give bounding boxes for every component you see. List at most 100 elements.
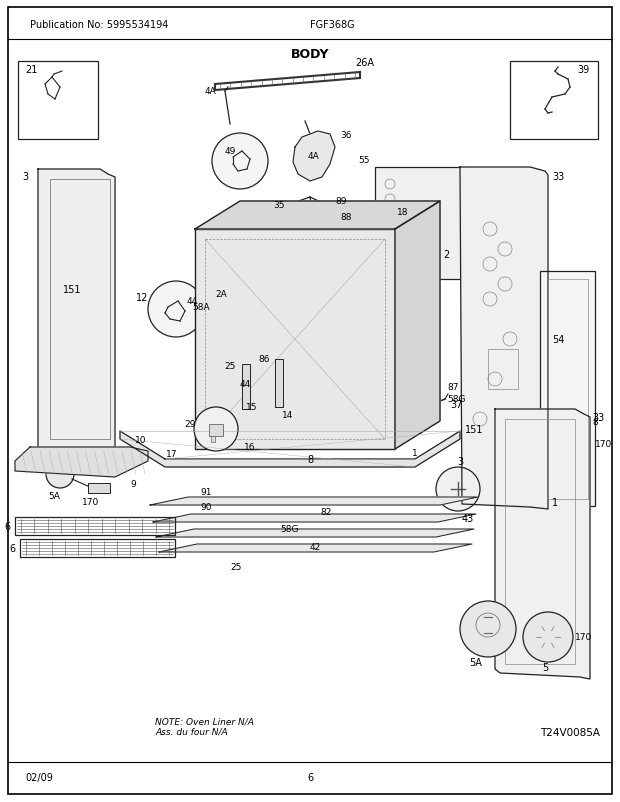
Bar xyxy=(205,274,213,294)
Text: 8: 8 xyxy=(307,455,313,464)
Bar xyxy=(505,419,575,664)
Text: 8: 8 xyxy=(592,418,598,427)
Bar xyxy=(540,272,595,506)
Text: 18: 18 xyxy=(397,208,409,217)
Text: 82: 82 xyxy=(320,508,331,516)
Text: BODY: BODY xyxy=(291,48,329,61)
Bar xyxy=(242,365,250,410)
Bar xyxy=(18,62,98,140)
Text: 4A: 4A xyxy=(204,87,216,96)
Text: 42: 42 xyxy=(310,543,321,552)
Text: 10: 10 xyxy=(135,435,146,444)
Text: 16: 16 xyxy=(244,443,255,452)
Bar xyxy=(375,168,473,280)
Text: 33: 33 xyxy=(552,172,564,182)
Text: 55: 55 xyxy=(358,156,370,164)
Text: 54: 54 xyxy=(552,334,564,345)
Text: 25: 25 xyxy=(224,362,236,371)
Polygon shape xyxy=(495,410,590,679)
Polygon shape xyxy=(159,545,472,553)
Polygon shape xyxy=(460,168,548,509)
Text: 9: 9 xyxy=(130,480,136,488)
Circle shape xyxy=(46,460,74,488)
Bar xyxy=(275,359,283,407)
Text: 25: 25 xyxy=(230,563,241,572)
Text: 33: 33 xyxy=(592,412,604,423)
Text: 14: 14 xyxy=(282,411,293,420)
Text: 58A: 58A xyxy=(192,303,210,312)
Text: 2A: 2A xyxy=(215,290,227,298)
Text: 44: 44 xyxy=(187,297,198,306)
Text: 4A: 4A xyxy=(308,152,320,160)
Text: 3: 3 xyxy=(22,172,28,182)
Text: 36: 36 xyxy=(340,131,352,140)
Text: 44: 44 xyxy=(240,380,251,389)
Circle shape xyxy=(194,407,238,452)
Text: 6: 6 xyxy=(307,772,313,782)
Text: 17: 17 xyxy=(166,449,178,459)
Text: 170: 170 xyxy=(82,497,99,506)
Text: 88: 88 xyxy=(340,213,352,222)
Text: 170: 170 xyxy=(575,633,592,642)
Text: 5A: 5A xyxy=(48,492,60,500)
Text: 5A: 5A xyxy=(469,657,482,667)
Bar xyxy=(510,62,598,140)
Text: 43: 43 xyxy=(462,513,474,524)
Text: 58G: 58G xyxy=(447,395,466,404)
Text: 86: 86 xyxy=(259,354,270,363)
Text: 87: 87 xyxy=(447,383,459,392)
Polygon shape xyxy=(15,448,148,477)
Polygon shape xyxy=(395,202,440,449)
Text: 12: 12 xyxy=(136,293,148,302)
Text: 02/09: 02/09 xyxy=(25,772,53,782)
Polygon shape xyxy=(293,132,335,182)
Text: Publication No: 5995534194: Publication No: 5995534194 xyxy=(30,20,169,30)
Text: 1: 1 xyxy=(552,497,558,508)
Polygon shape xyxy=(120,431,460,468)
Text: T24V0085A: T24V0085A xyxy=(540,727,600,737)
Text: 3: 3 xyxy=(457,456,463,467)
Text: 6: 6 xyxy=(9,543,15,553)
Bar xyxy=(20,539,175,557)
Bar xyxy=(50,180,110,439)
Text: 151: 151 xyxy=(465,424,484,435)
Text: 15: 15 xyxy=(246,403,258,411)
Text: 89: 89 xyxy=(335,197,347,206)
Bar xyxy=(548,280,588,500)
Polygon shape xyxy=(150,497,478,505)
Text: 26A: 26A xyxy=(355,58,374,68)
Text: 151: 151 xyxy=(63,285,81,294)
Polygon shape xyxy=(153,514,476,522)
Circle shape xyxy=(148,282,204,338)
Polygon shape xyxy=(156,529,474,537)
Circle shape xyxy=(436,468,480,512)
Polygon shape xyxy=(38,170,115,464)
Circle shape xyxy=(460,602,516,657)
Text: 90: 90 xyxy=(200,502,211,512)
Text: 2: 2 xyxy=(443,249,449,260)
Text: 91: 91 xyxy=(200,488,211,496)
Text: 1: 1 xyxy=(412,448,418,457)
Text: Ass. du four N/A: Ass. du four N/A xyxy=(155,727,228,736)
Bar xyxy=(195,229,395,449)
Text: 35: 35 xyxy=(273,200,285,209)
Circle shape xyxy=(212,134,268,190)
Text: 49: 49 xyxy=(225,147,236,156)
Circle shape xyxy=(523,612,573,662)
Text: 6: 6 xyxy=(4,521,10,532)
Bar xyxy=(15,517,175,535)
Polygon shape xyxy=(195,202,440,229)
Text: 170: 170 xyxy=(595,439,612,448)
Text: 39: 39 xyxy=(578,65,590,75)
Text: 29: 29 xyxy=(185,419,196,428)
Bar xyxy=(211,436,215,443)
Text: 58G: 58G xyxy=(280,525,298,534)
Bar xyxy=(209,424,223,436)
Bar xyxy=(488,350,518,390)
Text: FGF368G: FGF368G xyxy=(310,20,355,30)
Bar xyxy=(88,484,110,493)
Text: eReplacementParts.com: eReplacementParts.com xyxy=(200,420,420,439)
Text: NOTE: Oven Liner N/A: NOTE: Oven Liner N/A xyxy=(155,717,254,726)
Text: 5: 5 xyxy=(542,662,548,672)
Text: 21: 21 xyxy=(25,65,37,75)
